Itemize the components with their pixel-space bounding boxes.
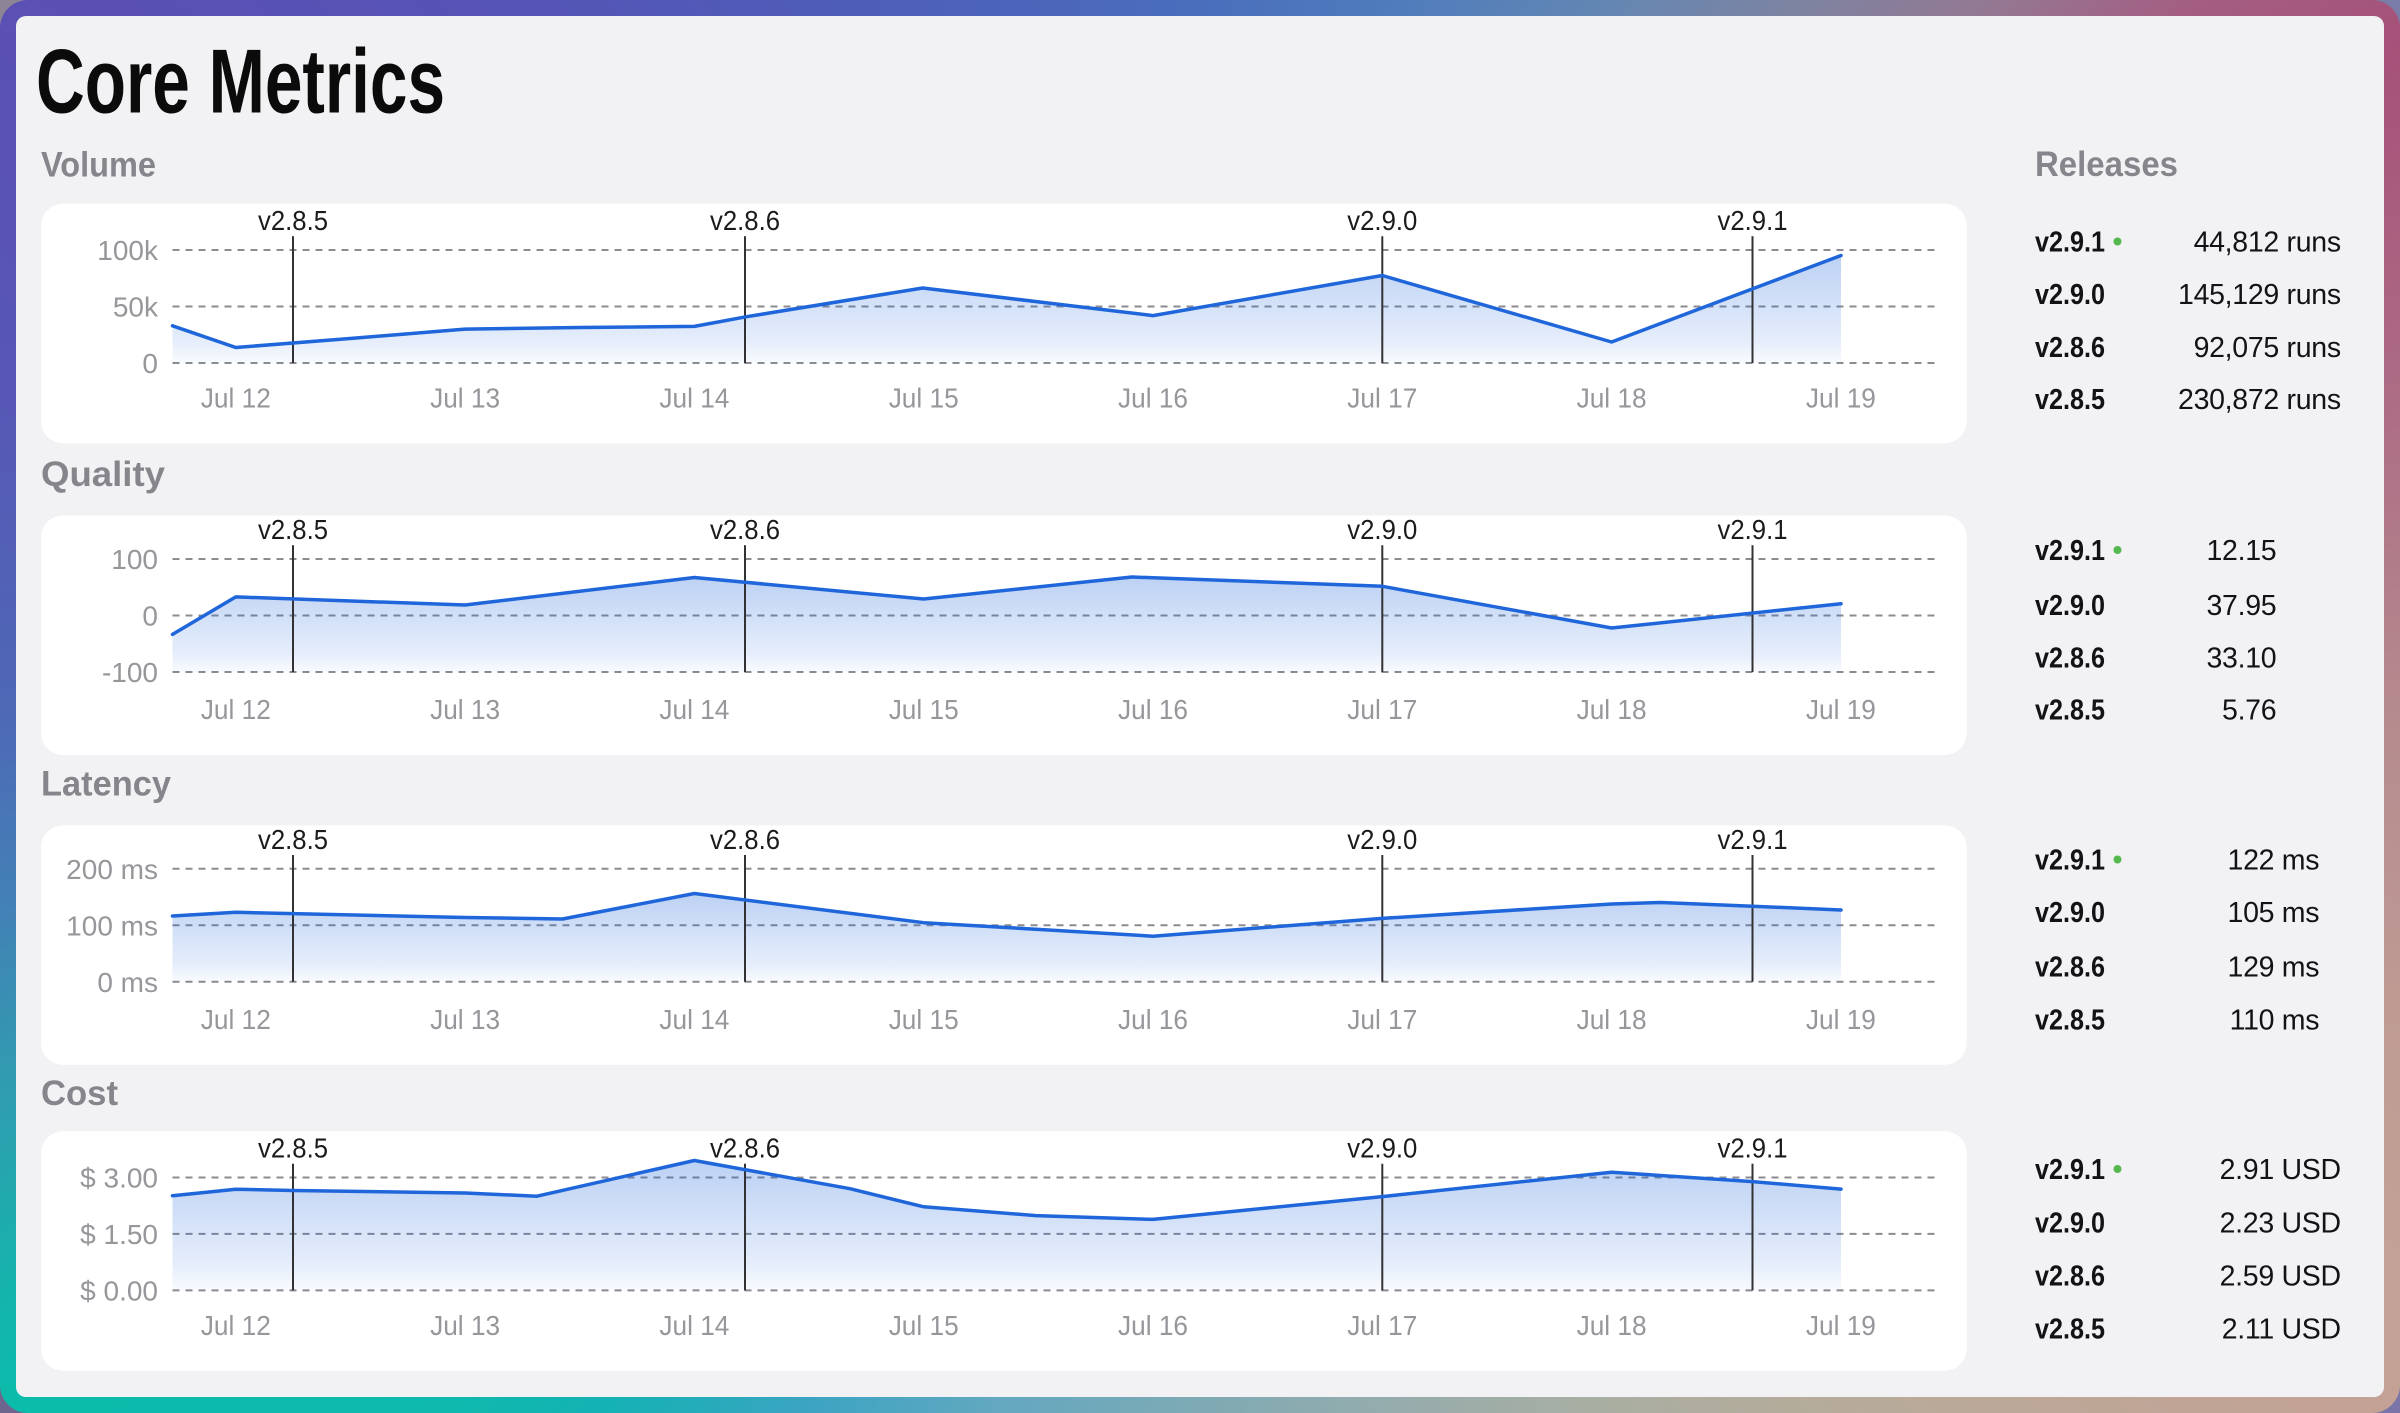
svg-text:v2.9.0: v2.9.0 xyxy=(2035,897,2105,929)
svg-text:44,812 runs: 44,812 runs xyxy=(2194,227,2341,259)
svg-text:v2.9.0: v2.9.0 xyxy=(2035,279,2105,311)
svg-text:v2.8.6: v2.8.6 xyxy=(710,514,780,545)
svg-text:0: 0 xyxy=(142,601,158,632)
svg-text:Jul 17: Jul 17 xyxy=(1347,1310,1417,1341)
svg-text:Jul 18: Jul 18 xyxy=(1577,382,1647,413)
svg-text:v2.8.5: v2.8.5 xyxy=(2035,1005,2105,1037)
svg-text:122 ms: 122 ms xyxy=(2228,845,2320,877)
svg-text:v2.8.6: v2.8.6 xyxy=(710,205,780,236)
svg-text:Quality: Quality xyxy=(41,455,166,494)
svg-text:Jul 16: Jul 16 xyxy=(1118,382,1188,413)
svg-text:50k: 50k xyxy=(113,292,159,323)
svg-text:v2.8.5: v2.8.5 xyxy=(2035,1314,2105,1346)
svg-text:Jul 12: Jul 12 xyxy=(201,694,271,725)
svg-text:v2.9.1: v2.9.1 xyxy=(1718,824,1788,855)
svg-text:Jul 19: Jul 19 xyxy=(1806,382,1876,413)
svg-text:Latency: Latency xyxy=(41,765,172,804)
svg-text:100 ms: 100 ms xyxy=(66,910,158,941)
svg-text:Jul 18: Jul 18 xyxy=(1577,694,1647,725)
svg-text:2.59 USD: 2.59 USD xyxy=(2220,1261,2341,1293)
svg-text:33.10: 33.10 xyxy=(2206,643,2276,675)
svg-text:Jul 18: Jul 18 xyxy=(1577,1310,1647,1341)
svg-text:$ 3.00: $ 3.00 xyxy=(80,1163,158,1194)
svg-text:Jul 17: Jul 17 xyxy=(1347,694,1417,725)
svg-text:v2.9.1: v2.9.1 xyxy=(2035,227,2105,259)
svg-text:2.23 USD: 2.23 USD xyxy=(2220,1208,2341,1240)
svg-text:Jul 13: Jul 13 xyxy=(430,1004,500,1035)
svg-text:Jul 13: Jul 13 xyxy=(430,1310,500,1341)
svg-text:Jul 19: Jul 19 xyxy=(1806,694,1876,725)
svg-text:v2.8.6: v2.8.6 xyxy=(710,824,780,855)
svg-text:Jul 18: Jul 18 xyxy=(1577,1004,1647,1035)
svg-text:v2.9.1: v2.9.1 xyxy=(1718,205,1788,236)
svg-text:2.11 USD: 2.11 USD xyxy=(2222,1314,2341,1346)
svg-text:92,075 runs: 92,075 runs xyxy=(2194,332,2341,364)
svg-text:Jul 13: Jul 13 xyxy=(430,382,500,413)
svg-text:v2.8.6: v2.8.6 xyxy=(2035,643,2105,675)
svg-text:-100: -100 xyxy=(102,657,158,688)
svg-text:v2.9.0: v2.9.0 xyxy=(1347,205,1417,236)
svg-text:Cost: Cost xyxy=(41,1074,118,1113)
svg-text:Jul 14: Jul 14 xyxy=(659,1004,729,1035)
svg-text:Core Metrics: Core Metrics xyxy=(36,32,445,133)
svg-text:v2.8.5: v2.8.5 xyxy=(258,1133,328,1164)
svg-text:v2.8.6: v2.8.6 xyxy=(2035,332,2105,364)
svg-text:Volume: Volume xyxy=(41,146,156,185)
svg-text:Jul 12: Jul 12 xyxy=(201,382,271,413)
svg-text:v2.9.0: v2.9.0 xyxy=(2035,1208,2105,1240)
svg-text:v2.8.5: v2.8.5 xyxy=(2035,384,2105,416)
svg-text:Jul 19: Jul 19 xyxy=(1806,1004,1876,1035)
svg-text:v2.8.5: v2.8.5 xyxy=(2035,694,2105,726)
svg-text:Jul 15: Jul 15 xyxy=(889,1310,959,1341)
svg-text:Jul 14: Jul 14 xyxy=(659,694,729,725)
svg-text:2.91 USD: 2.91 USD xyxy=(2220,1154,2341,1186)
svg-text:Jul 17: Jul 17 xyxy=(1347,1004,1417,1035)
svg-text:Jul 12: Jul 12 xyxy=(201,1310,271,1341)
svg-text:$ 0.00: $ 0.00 xyxy=(80,1275,158,1306)
svg-text:Jul 19: Jul 19 xyxy=(1806,1310,1876,1341)
svg-text:v2.8.6: v2.8.6 xyxy=(2035,1261,2105,1293)
svg-text:0: 0 xyxy=(142,348,158,379)
svg-text:12.15: 12.15 xyxy=(2206,535,2276,567)
svg-text:v2.9.1: v2.9.1 xyxy=(2035,1154,2105,1186)
svg-text:v2.8.5: v2.8.5 xyxy=(258,514,328,545)
svg-text:105 ms: 105 ms xyxy=(2228,897,2320,929)
svg-text:Jul 16: Jul 16 xyxy=(1118,694,1188,725)
svg-text:0 ms: 0 ms xyxy=(97,967,158,998)
svg-text:Jul 16: Jul 16 xyxy=(1118,1004,1188,1035)
svg-text:v2.9.1: v2.9.1 xyxy=(1718,1133,1788,1164)
svg-text:v2.9.0: v2.9.0 xyxy=(1347,824,1417,855)
svg-text:v2.8.6: v2.8.6 xyxy=(2035,952,2105,984)
svg-text:v2.9.0: v2.9.0 xyxy=(1347,1133,1417,1164)
svg-text:Jul 15: Jul 15 xyxy=(889,382,959,413)
svg-text:Jul 15: Jul 15 xyxy=(889,694,959,725)
svg-text:Jul 14: Jul 14 xyxy=(659,1310,729,1341)
svg-text:100: 100 xyxy=(111,544,158,575)
svg-text:v2.9.0: v2.9.0 xyxy=(2035,590,2105,622)
svg-text:v2.8.5: v2.8.5 xyxy=(258,824,328,855)
svg-text:230,872 runs: 230,872 runs xyxy=(2178,384,2341,416)
svg-text:100k: 100k xyxy=(97,235,159,266)
svg-text:Jul 16: Jul 16 xyxy=(1118,1310,1188,1341)
svg-text:v2.9.1: v2.9.1 xyxy=(2035,845,2105,877)
svg-text:v2.9.1: v2.9.1 xyxy=(1718,514,1788,545)
svg-text:v2.8.6: v2.8.6 xyxy=(710,1133,780,1164)
svg-text:145,129 runs: 145,129 runs xyxy=(2178,279,2341,311)
svg-text:v2.9.0: v2.9.0 xyxy=(1347,514,1417,545)
svg-text:Jul 14: Jul 14 xyxy=(659,382,729,413)
svg-text:$ 1.50: $ 1.50 xyxy=(80,1219,158,1250)
svg-text:5.76: 5.76 xyxy=(2222,694,2276,726)
svg-text:Jul 12: Jul 12 xyxy=(201,1004,271,1035)
svg-text:200 ms: 200 ms xyxy=(66,854,158,885)
svg-text:v2.9.1: v2.9.1 xyxy=(2035,535,2105,567)
svg-text:Jul 15: Jul 15 xyxy=(889,1004,959,1035)
svg-text:Jul 17: Jul 17 xyxy=(1347,382,1417,413)
svg-text:110 ms: 110 ms xyxy=(2230,1005,2320,1037)
svg-text:v2.8.5: v2.8.5 xyxy=(258,205,328,236)
svg-text:Jul 13: Jul 13 xyxy=(430,694,500,725)
svg-text:129 ms: 129 ms xyxy=(2228,952,2320,984)
svg-text:Releases: Releases xyxy=(2035,145,2178,184)
svg-text:37.95: 37.95 xyxy=(2206,590,2276,622)
